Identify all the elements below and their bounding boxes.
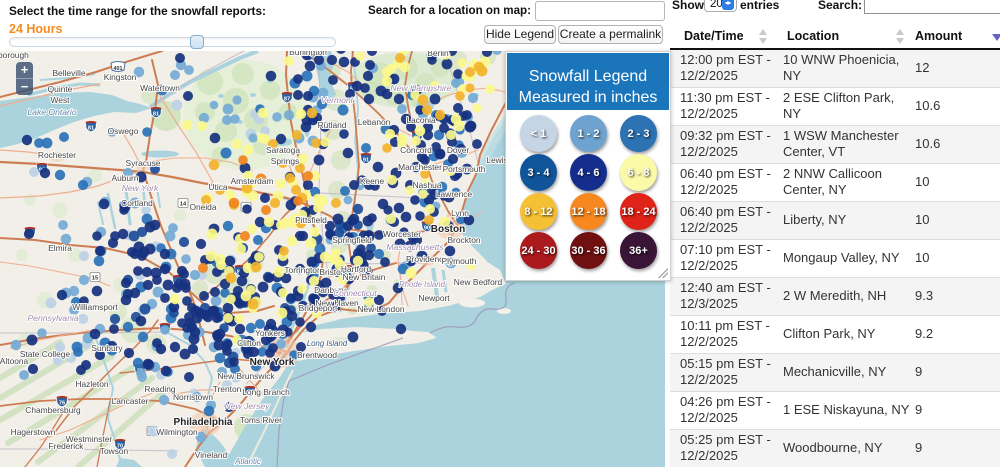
svg-text:Manchester: Manchester [398, 162, 442, 172]
svg-text:Brentwood: Brentwood [297, 350, 337, 360]
svg-text:70: 70 [117, 443, 123, 449]
svg-text:Watertown: Watertown [140, 83, 180, 93]
svg-text:Dover: Dover [447, 145, 470, 155]
svg-text:76: 76 [59, 400, 65, 406]
svg-text:Portsmouth: Portsmouth [443, 164, 486, 174]
svg-text:Syracuse: Syracuse [126, 158, 161, 168]
svg-text:Burlington: Burlington [289, 51, 327, 57]
svg-text:Towson: Towson [100, 446, 129, 456]
svg-text:Hagerstown: Hagerstown [11, 427, 56, 437]
svg-text:Utica: Utica [208, 182, 227, 192]
svg-text:Pittsfield: Pittsfield [295, 215, 327, 225]
svg-text:89: 89 [350, 86, 356, 92]
svg-text:Elmira: Elmira [48, 243, 72, 253]
svg-text:401: 401 [114, 66, 123, 72]
svg-text:Berlin: Berlin [427, 51, 449, 58]
svg-text:Sunbury: Sunbury [91, 343, 123, 353]
svg-text:Kingston: Kingston [104, 72, 137, 82]
svg-text:Rochester: Rochester [38, 150, 76, 160]
svg-text:West: West [51, 95, 71, 105]
svg-text:Auburn: Auburn [111, 173, 138, 183]
svg-text:Newport: Newport [418, 293, 450, 303]
svg-text:Quinte: Quinte [48, 84, 73, 94]
svg-text:New Britain: New Britain [343, 272, 386, 282]
svg-text:91: 91 [363, 157, 369, 163]
svg-text:Rutland: Rutland [318, 120, 347, 130]
svg-text:Williamsport: Williamsport [72, 302, 118, 312]
svg-text:Altoona: Altoona [0, 356, 29, 366]
svg-text:Yonkers: Yonkers [255, 328, 285, 338]
svg-text:Worcester: Worcester [383, 229, 421, 239]
svg-text:Connecticut: Connecticut [333, 289, 377, 298]
svg-text:Lancaster: Lancaster [112, 396, 149, 406]
svg-text:Toms River: Toms River [240, 415, 282, 425]
svg-text:Oneida: Oneida [189, 202, 216, 212]
svg-text:Providence: Providence [406, 254, 448, 264]
svg-text:Nashua: Nashua [413, 180, 442, 190]
svg-text:Hazleton: Hazleton [75, 379, 108, 389]
svg-text:Keene: Keene [360, 176, 385, 186]
svg-text:Lynn: Lynn [451, 208, 469, 218]
svg-text:Long Branch: Long Branch [242, 387, 290, 397]
svg-text:Hartford: Hartford [341, 264, 372, 274]
svg-text:Springfield: Springfield [332, 235, 372, 245]
svg-text:Laconia: Laconia [406, 115, 436, 125]
svg-text:Norristown: Norristown [173, 392, 213, 402]
svg-text:Rhode Island: Rhode Island [399, 280, 446, 289]
svg-text:90: 90 [424, 225, 430, 231]
svg-text:81: 81 [88, 125, 94, 131]
svg-text:Belleville: Belleville [52, 68, 85, 78]
svg-text:New Bedford: New Bedford [454, 277, 503, 287]
svg-text:New York: New York [250, 357, 295, 368]
svg-text:Lake Ontario: Lake Ontario [27, 107, 76, 117]
svg-text:Vineland: Vineland [195, 450, 228, 460]
svg-text:Amsterdam: Amsterdam [231, 176, 274, 186]
svg-text:State College: State College [20, 349, 71, 359]
svg-text:Atlantic: Atlantic [234, 457, 261, 466]
svg-text:New York: New York [122, 183, 159, 193]
svg-text:Massachusetts: Massachusetts [386, 242, 444, 252]
svg-text:Saratoga: Saratoga [266, 145, 300, 155]
svg-text:Trenton: Trenton [213, 384, 242, 394]
svg-text:Wilmington: Wilmington [156, 427, 198, 437]
svg-text:15: 15 [92, 276, 99, 282]
svg-text:Chambersburg: Chambersburg [25, 405, 81, 415]
svg-text:Springs: Springs [271, 156, 299, 166]
svg-text:Bridgeport: Bridgeport [299, 303, 338, 313]
svg-text:rborough: rborough [0, 51, 29, 60]
svg-text:Philadelphia: Philadelphia [174, 417, 233, 428]
svg-text:Lawrence: Lawrence [436, 189, 473, 199]
svg-text:New Haven: New Haven [315, 298, 359, 308]
svg-text:New Hampshire: New Hampshire [390, 83, 451, 93]
svg-text:Clifton: Clifton [237, 338, 261, 348]
svg-text:Pennsylvania: Pennsylvania [27, 313, 78, 323]
svg-text:New London: New London [357, 304, 404, 314]
svg-text:Torrington: Torrington [284, 265, 322, 275]
svg-text:Cortland: Cortland [121, 198, 153, 208]
svg-text:Danbury: Danbury [314, 285, 346, 295]
svg-text:New Jersey: New Jersey [225, 401, 271, 411]
svg-text:Oswego: Oswego [108, 126, 139, 136]
svg-text:Plymouth: Plymouth [442, 256, 477, 266]
svg-text:Bristol: Bristol [319, 267, 342, 277]
svg-text:Vermont: Vermont [321, 95, 354, 105]
svg-text:Reading: Reading [144, 384, 176, 394]
svg-text:Brockton: Brockton [447, 235, 480, 245]
svg-text:81: 81 [153, 111, 159, 117]
svg-text:Lebanon: Lebanon [358, 117, 391, 127]
svg-text:New Brunswick: New Brunswick [217, 371, 275, 381]
svg-text:Concord: Concord [400, 145, 432, 155]
svg-text:14: 14 [180, 202, 187, 208]
svg-text:87: 87 [284, 96, 290, 102]
svg-text:Frederick: Frederick [49, 441, 85, 451]
svg-text:Boston: Boston [431, 224, 465, 235]
svg-text:Long Island: Long Island [307, 339, 348, 348]
svg-text:Lewis: Lewis [486, 155, 507, 165]
svg-text:95: 95 [247, 390, 253, 396]
svg-text:Westminster: Westminster [66, 434, 113, 444]
